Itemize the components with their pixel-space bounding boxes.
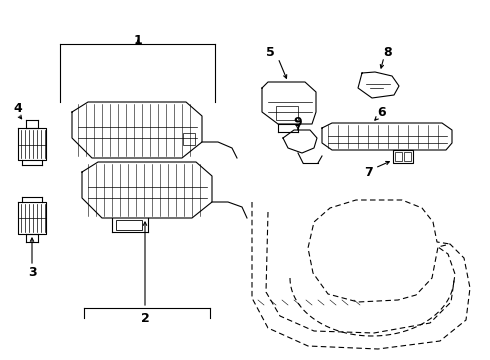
Bar xyxy=(393,150,413,163)
Text: 8: 8 xyxy=(384,45,392,58)
Text: 4: 4 xyxy=(14,102,23,114)
Text: 6: 6 xyxy=(378,105,386,118)
Text: 5: 5 xyxy=(266,45,274,58)
Text: 1: 1 xyxy=(134,33,143,46)
Bar xyxy=(276,106,298,120)
Text: 2: 2 xyxy=(141,311,149,324)
Text: 7: 7 xyxy=(364,166,372,179)
Bar xyxy=(404,152,411,161)
Bar xyxy=(395,152,402,161)
Text: 9: 9 xyxy=(294,116,302,129)
Bar xyxy=(183,133,195,145)
Bar xyxy=(116,220,142,230)
Text: 3: 3 xyxy=(28,266,36,279)
